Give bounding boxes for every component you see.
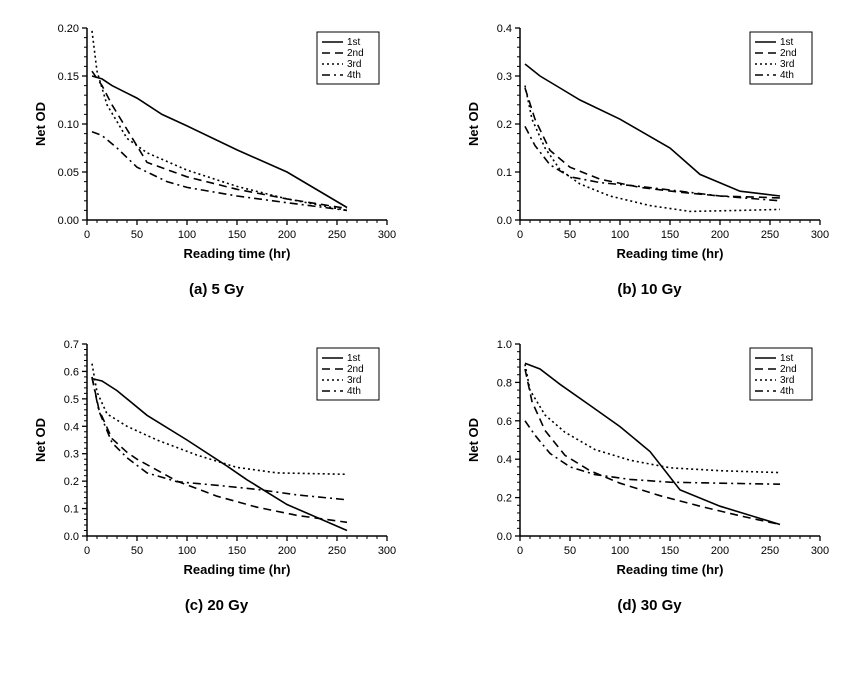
svg-text:200: 200 [710, 545, 728, 557]
panel-d: 0.0 0.2 0.4 0.6 0.8 1.0 0 50 100 150 200 250 300 Net … [433, 316, 866, 632]
panel-c: 0.0 0.1 0.2 0.3 0.4 0.5 0.6 0.7 0 50 100 150 200 250 3… [0, 316, 433, 632]
svg-text:Reading time (hr): Reading time (hr) [616, 562, 723, 577]
svg-text:2nd: 2nd [780, 364, 797, 375]
svg-text:0: 0 [516, 229, 522, 241]
svg-text:250: 250 [327, 229, 345, 241]
svg-text:Net OD: Net OD [33, 102, 48, 146]
svg-text:3rd: 3rd [347, 375, 361, 386]
caption-b: (b) 10 Gy [617, 281, 681, 298]
svg-text:0: 0 [83, 229, 89, 241]
svg-text:0.4: 0.4 [63, 421, 78, 433]
svg-text:1.0: 1.0 [496, 339, 511, 351]
svg-text:100: 100 [610, 229, 628, 241]
caption-d: (d) 30 Gy [617, 597, 681, 614]
svg-text:0.00: 0.00 [57, 215, 78, 227]
svg-text:200: 200 [277, 229, 295, 241]
svg-text:4th: 4th [347, 386, 361, 397]
svg-text:Net OD: Net OD [466, 102, 481, 146]
svg-text:Reading time (hr): Reading time (hr) [616, 246, 723, 261]
svg-text:3rd: 3rd [347, 59, 361, 70]
svg-text:300: 300 [810, 229, 828, 241]
svg-text:0.6: 0.6 [496, 416, 511, 428]
svg-text:0.0: 0.0 [496, 215, 511, 227]
svg-text:200: 200 [710, 229, 728, 241]
chart-grid: 0.000.050.100.150.20050100150200250300Ne… [0, 0, 866, 632]
chart-c: 0.0 0.1 0.2 0.3 0.4 0.5 0.6 0.7 0 50 100 150 200 250 3… [27, 326, 407, 591]
svg-text:150: 150 [660, 545, 678, 557]
svg-text:0.3: 0.3 [63, 449, 78, 461]
svg-text:Net OD: Net OD [466, 418, 481, 462]
svg-text:300: 300 [377, 229, 395, 241]
svg-text:0.10: 0.10 [57, 119, 78, 131]
svg-text:0.5: 0.5 [63, 394, 78, 406]
svg-text:0.2: 0.2 [496, 493, 511, 505]
svg-text:2nd: 2nd [347, 364, 364, 375]
svg-text:4th: 4th [347, 70, 361, 81]
svg-text:2nd: 2nd [347, 48, 364, 59]
svg-text:0.4: 0.4 [496, 454, 511, 466]
svg-text:0.0: 0.0 [63, 531, 78, 543]
svg-text:3rd: 3rd [780, 375, 794, 386]
svg-text:0.6: 0.6 [63, 366, 78, 378]
svg-text:4th: 4th [780, 70, 794, 81]
svg-text:50: 50 [130, 545, 142, 557]
svg-text:0.20: 0.20 [57, 23, 78, 35]
svg-text:250: 250 [327, 545, 345, 557]
svg-text:3rd: 3rd [780, 59, 794, 70]
svg-text:Reading time (hr): Reading time (hr) [183, 562, 290, 577]
caption-c: (c) 20 Gy [185, 597, 248, 614]
svg-text:1st: 1st [780, 37, 794, 48]
svg-text:0.8: 0.8 [496, 377, 511, 389]
svg-text:4th: 4th [780, 386, 794, 397]
svg-text:0.3: 0.3 [496, 71, 511, 83]
svg-text:Net OD: Net OD [33, 418, 48, 462]
svg-text:0.7: 0.7 [63, 339, 78, 351]
panel-a: 0.00 0.05 0.10 0.15 0.20 0 50 100 150 200 250 300 Ne… [0, 0, 433, 316]
svg-text:0.05: 0.05 [57, 167, 78, 179]
svg-text:50: 50 [130, 229, 142, 241]
chart-d: 0.0 0.2 0.4 0.6 0.8 1.0 0 50 100 150 200 250 300 Net … [460, 326, 840, 591]
svg-text:150: 150 [227, 545, 245, 557]
svg-text:300: 300 [810, 545, 828, 557]
panel-b: 0.0 0.1 0.2 0.3 0.4 0 50 100 150 200 250 300 Net OD R… [433, 0, 866, 316]
chart-a: 0.00 0.05 0.10 0.15 0.20 0 50 100 150 200 250 300 Ne… [27, 10, 407, 275]
svg-text:0: 0 [83, 545, 89, 557]
svg-text:0.15: 0.15 [57, 71, 78, 83]
caption-a: (a) 5 Gy [189, 281, 244, 298]
svg-text:0.1: 0.1 [63, 504, 78, 516]
svg-text:50: 50 [563, 545, 575, 557]
svg-text:0.4: 0.4 [496, 23, 511, 35]
svg-text:100: 100 [177, 229, 195, 241]
svg-text:1st: 1st [347, 353, 361, 364]
chart-b: 0.0 0.1 0.2 0.3 0.4 0 50 100 150 200 250 300 Net OD R… [460, 10, 840, 275]
svg-text:50: 50 [563, 229, 575, 241]
svg-text:0.0: 0.0 [496, 531, 511, 543]
svg-text:1st: 1st [347, 37, 361, 48]
svg-text:0.1: 0.1 [496, 167, 511, 179]
svg-text:0: 0 [516, 545, 522, 557]
svg-text:0.2: 0.2 [496, 119, 511, 131]
svg-text:1st: 1st [780, 353, 794, 364]
svg-text:100: 100 [177, 545, 195, 557]
svg-text:150: 150 [660, 229, 678, 241]
svg-text:250: 250 [760, 545, 778, 557]
svg-text:Reading time (hr): Reading time (hr) [183, 246, 290, 261]
svg-text:300: 300 [377, 545, 395, 557]
svg-text:0.2: 0.2 [63, 476, 78, 488]
svg-text:100: 100 [610, 545, 628, 557]
svg-text:250: 250 [760, 229, 778, 241]
svg-text:2nd: 2nd [780, 48, 797, 59]
svg-text:150: 150 [227, 229, 245, 241]
svg-text:200: 200 [277, 545, 295, 557]
